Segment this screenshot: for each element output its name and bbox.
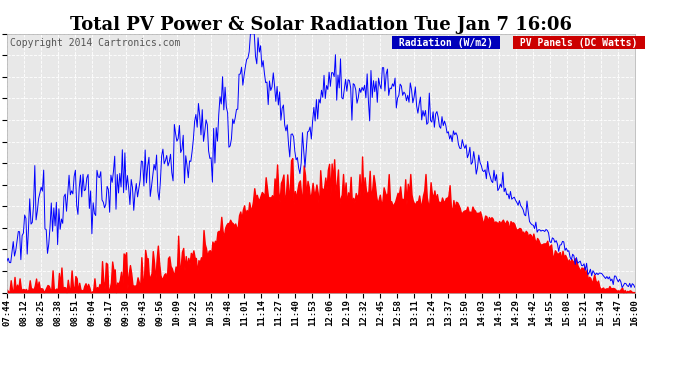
Text: Copyright 2014 Cartronics.com: Copyright 2014 Cartronics.com xyxy=(10,38,180,48)
Title: Total PV Power & Solar Radiation Tue Jan 7 16:06: Total PV Power & Solar Radiation Tue Jan… xyxy=(70,16,572,34)
Text: PV Panels (DC Watts): PV Panels (DC Watts) xyxy=(514,38,644,48)
Text: Radiation (W/m2): Radiation (W/m2) xyxy=(393,38,499,48)
